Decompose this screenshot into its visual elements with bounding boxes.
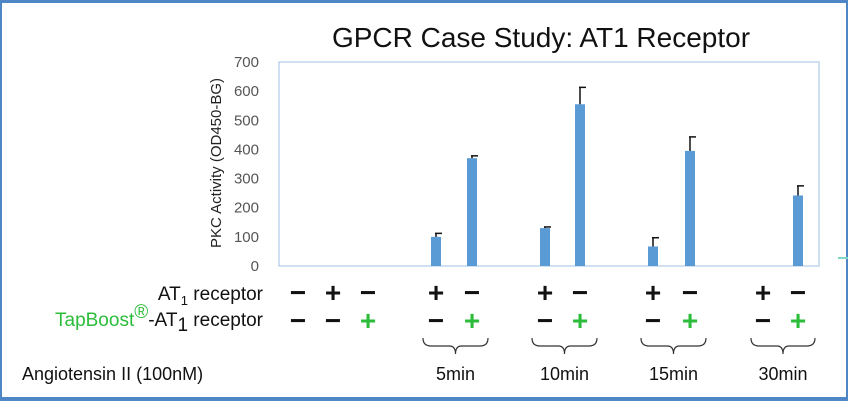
y-tick-label: 100: [234, 229, 259, 246]
at1-label-main: AT: [158, 284, 181, 305]
tapboost-label-mid: -AT: [148, 310, 178, 331]
tapboost-sign: −: [755, 305, 771, 336]
tapboost-sign: +: [790, 305, 806, 336]
y-tick-label: 300: [234, 171, 259, 188]
bar-series: [431, 104, 803, 266]
frame-bottom-border: [0, 397, 848, 401]
y-tick-label: 600: [234, 83, 259, 100]
tapboost-registered-mark: ®: [134, 302, 148, 323]
at1-receptor-label: AT1 receptor: [158, 284, 264, 308]
bar: [575, 104, 585, 266]
frame-right-border: [846, 0, 848, 401]
tapboost-sign: +: [572, 305, 588, 336]
frame-top-border: [0, 0, 848, 3]
y-axis-ticks: 0 100 200 300 400 500 600 700: [234, 54, 259, 275]
time-brace: [640, 337, 707, 355]
tapboost-sign: −: [290, 305, 306, 336]
time-brace: [422, 337, 489, 355]
tapboost-label-sub: 1: [177, 315, 188, 336]
at1-sign: −: [790, 277, 806, 308]
bar: [685, 150, 695, 266]
at1-sign: +: [645, 277, 661, 308]
time-label: 30min: [758, 364, 807, 384]
tapboost-sign: −: [428, 305, 444, 336]
bar: [431, 236, 441, 266]
y-tick-label: 400: [234, 141, 259, 158]
time-brace: [750, 337, 816, 355]
at1-sign: −: [682, 277, 698, 308]
at1-sign: +: [755, 277, 771, 308]
frame-left-border: [0, 0, 2, 401]
y-axis-label: PKC Activity (OD450-BG): [208, 78, 225, 248]
y-tick-label: 200: [234, 200, 259, 217]
tapboost-sign: +: [360, 305, 376, 336]
at1-label-sub: 1: [181, 293, 188, 308]
y-tick-label: 700: [234, 54, 259, 71]
y-tick-label: 0: [251, 258, 259, 275]
at1-sign: −: [360, 277, 376, 308]
time-labels: 5min 10min 15min 30min: [436, 364, 808, 384]
at1-label-rest: receptor: [188, 284, 264, 305]
angiotensin-label: Angiotensin II (100nM): [22, 364, 203, 384]
bar: [793, 195, 803, 266]
y-tick-label: 500: [234, 112, 259, 129]
tapboost-sign: −: [645, 305, 661, 336]
bar: [540, 228, 550, 266]
bar: [467, 158, 477, 266]
time-label: 15min: [649, 364, 698, 384]
at1-sign: −: [290, 277, 306, 308]
tapboost-sign: +: [464, 305, 480, 336]
at1-sign: +: [325, 277, 341, 308]
tapboost-label-rest: receptor: [188, 310, 264, 331]
tapboost-brand: TapBoost: [55, 310, 135, 331]
time-label: 5min: [436, 364, 475, 384]
time-label: 10min: [540, 364, 589, 384]
tapboost-sign: −: [537, 305, 553, 336]
at1-sign: −: [464, 277, 480, 308]
time-brace: [531, 337, 598, 355]
condition-signs: −−+−−++−−++−−++−−++−−+: [290, 277, 806, 336]
time-braces: [422, 337, 816, 355]
tapboost-sign: −: [325, 305, 341, 336]
error-bars: [435, 86, 804, 247]
at1-sign: +: [428, 277, 444, 308]
edge-mark: [838, 257, 848, 259]
tapboost-sign: +: [682, 305, 698, 336]
at1-sign: −: [572, 277, 588, 308]
chart-title: GPCR Case Study: AT1 Receptor: [332, 22, 750, 53]
at1-sign: +: [537, 277, 553, 308]
tapboost-at1-receptor-label: TapBoost®-AT1 receptor: [55, 302, 264, 336]
bar: [648, 246, 658, 266]
